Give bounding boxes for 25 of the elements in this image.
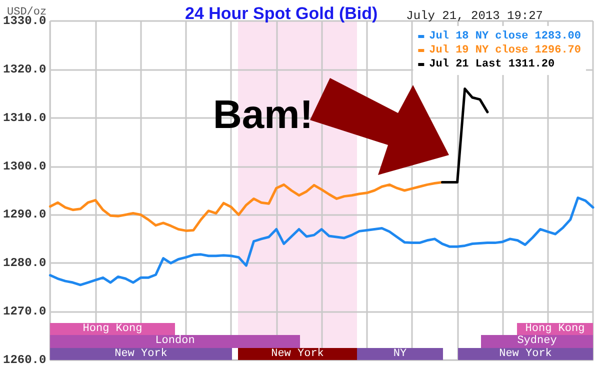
annotation: Hong Kong bbox=[50, 322, 175, 335]
y-tick-label: 1280.0 bbox=[2, 256, 46, 270]
annotation: New York bbox=[458, 348, 593, 360]
chart-title: 24 Hour Spot Gold (Bid) bbox=[185, 4, 378, 23]
y-tick-label: 1290.0 bbox=[2, 208, 46, 222]
line-series bbox=[440, 88, 489, 184]
line-series bbox=[48, 196, 594, 286]
annotation: NY bbox=[357, 348, 443, 360]
annotation: Bam! bbox=[213, 93, 314, 137]
legend-label: Jul 21 Last 1311.20 bbox=[429, 58, 555, 70]
y-tick-label: 1270.0 bbox=[2, 304, 46, 319]
y-tick-label: 1260.0 bbox=[2, 353, 46, 366]
legend-label: Jul 18 NY close 1283.00 bbox=[429, 30, 582, 42]
chart-subtitle: July 21, 2013 19:27 bbox=[406, 9, 544, 23]
annotation: Sydney bbox=[481, 335, 593, 348]
annotation: New York bbox=[50, 348, 232, 360]
y-tick-label: 1330.0 bbox=[2, 14, 46, 28]
annotation: New York bbox=[238, 348, 357, 360]
legend-label: Jul 19 NY close 1296.70 bbox=[429, 44, 582, 56]
y-tick-label: 1300.0 bbox=[2, 159, 46, 174]
y-tick-label: 1320.0 bbox=[2, 62, 46, 76]
annotation: Hong Kong bbox=[517, 322, 593, 335]
line-series bbox=[48, 181, 444, 232]
annotation: London bbox=[50, 335, 300, 348]
y-tick-label: 1310.0 bbox=[2, 110, 46, 125]
